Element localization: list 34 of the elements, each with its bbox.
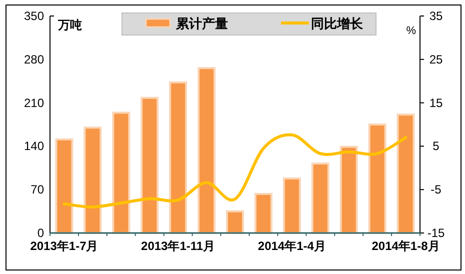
y2-tick-label: 35 xyxy=(429,9,443,23)
bar xyxy=(311,162,330,234)
bar xyxy=(198,67,216,234)
y-tick-label: 0 xyxy=(37,226,44,240)
y-tick-label: 140 xyxy=(24,139,44,154)
x-tick-label: 2013年1-11月 xyxy=(141,239,216,253)
y-tick-label: 280 xyxy=(24,52,44,66)
legend-label: 同比增长 xyxy=(311,16,364,31)
bar xyxy=(282,177,301,234)
bar xyxy=(226,210,244,234)
y2-axis-title: % xyxy=(406,25,416,37)
y2-tick-label: 15 xyxy=(429,96,443,110)
bar xyxy=(140,96,159,234)
bar xyxy=(112,112,130,234)
y-axis-title: 万吨 xyxy=(57,18,82,32)
y-tick-label: 70 xyxy=(30,182,44,197)
bar xyxy=(254,192,272,234)
legend-label: 累计产量 xyxy=(175,16,228,31)
y-tick-label: 210 xyxy=(24,96,44,110)
y2-tick-label: 25 xyxy=(429,52,443,66)
x-tick-label: 2014年1-8月 xyxy=(372,239,440,253)
bar xyxy=(340,146,358,234)
bar xyxy=(368,124,386,234)
x-tick-label: 2014年1-4月 xyxy=(258,239,326,253)
bar xyxy=(55,138,74,234)
y2-tick-label: 5 xyxy=(432,139,440,154)
y2-tick-label: -5 xyxy=(430,182,442,197)
y2-tick-label: -15 xyxy=(427,226,445,240)
bar xyxy=(84,126,102,234)
line-series xyxy=(62,133,408,208)
y-tick-label: 350 xyxy=(24,9,44,23)
bar xyxy=(396,114,415,234)
bar xyxy=(169,81,188,234)
x-tick-label: 2013年1-7月 xyxy=(30,239,98,253)
